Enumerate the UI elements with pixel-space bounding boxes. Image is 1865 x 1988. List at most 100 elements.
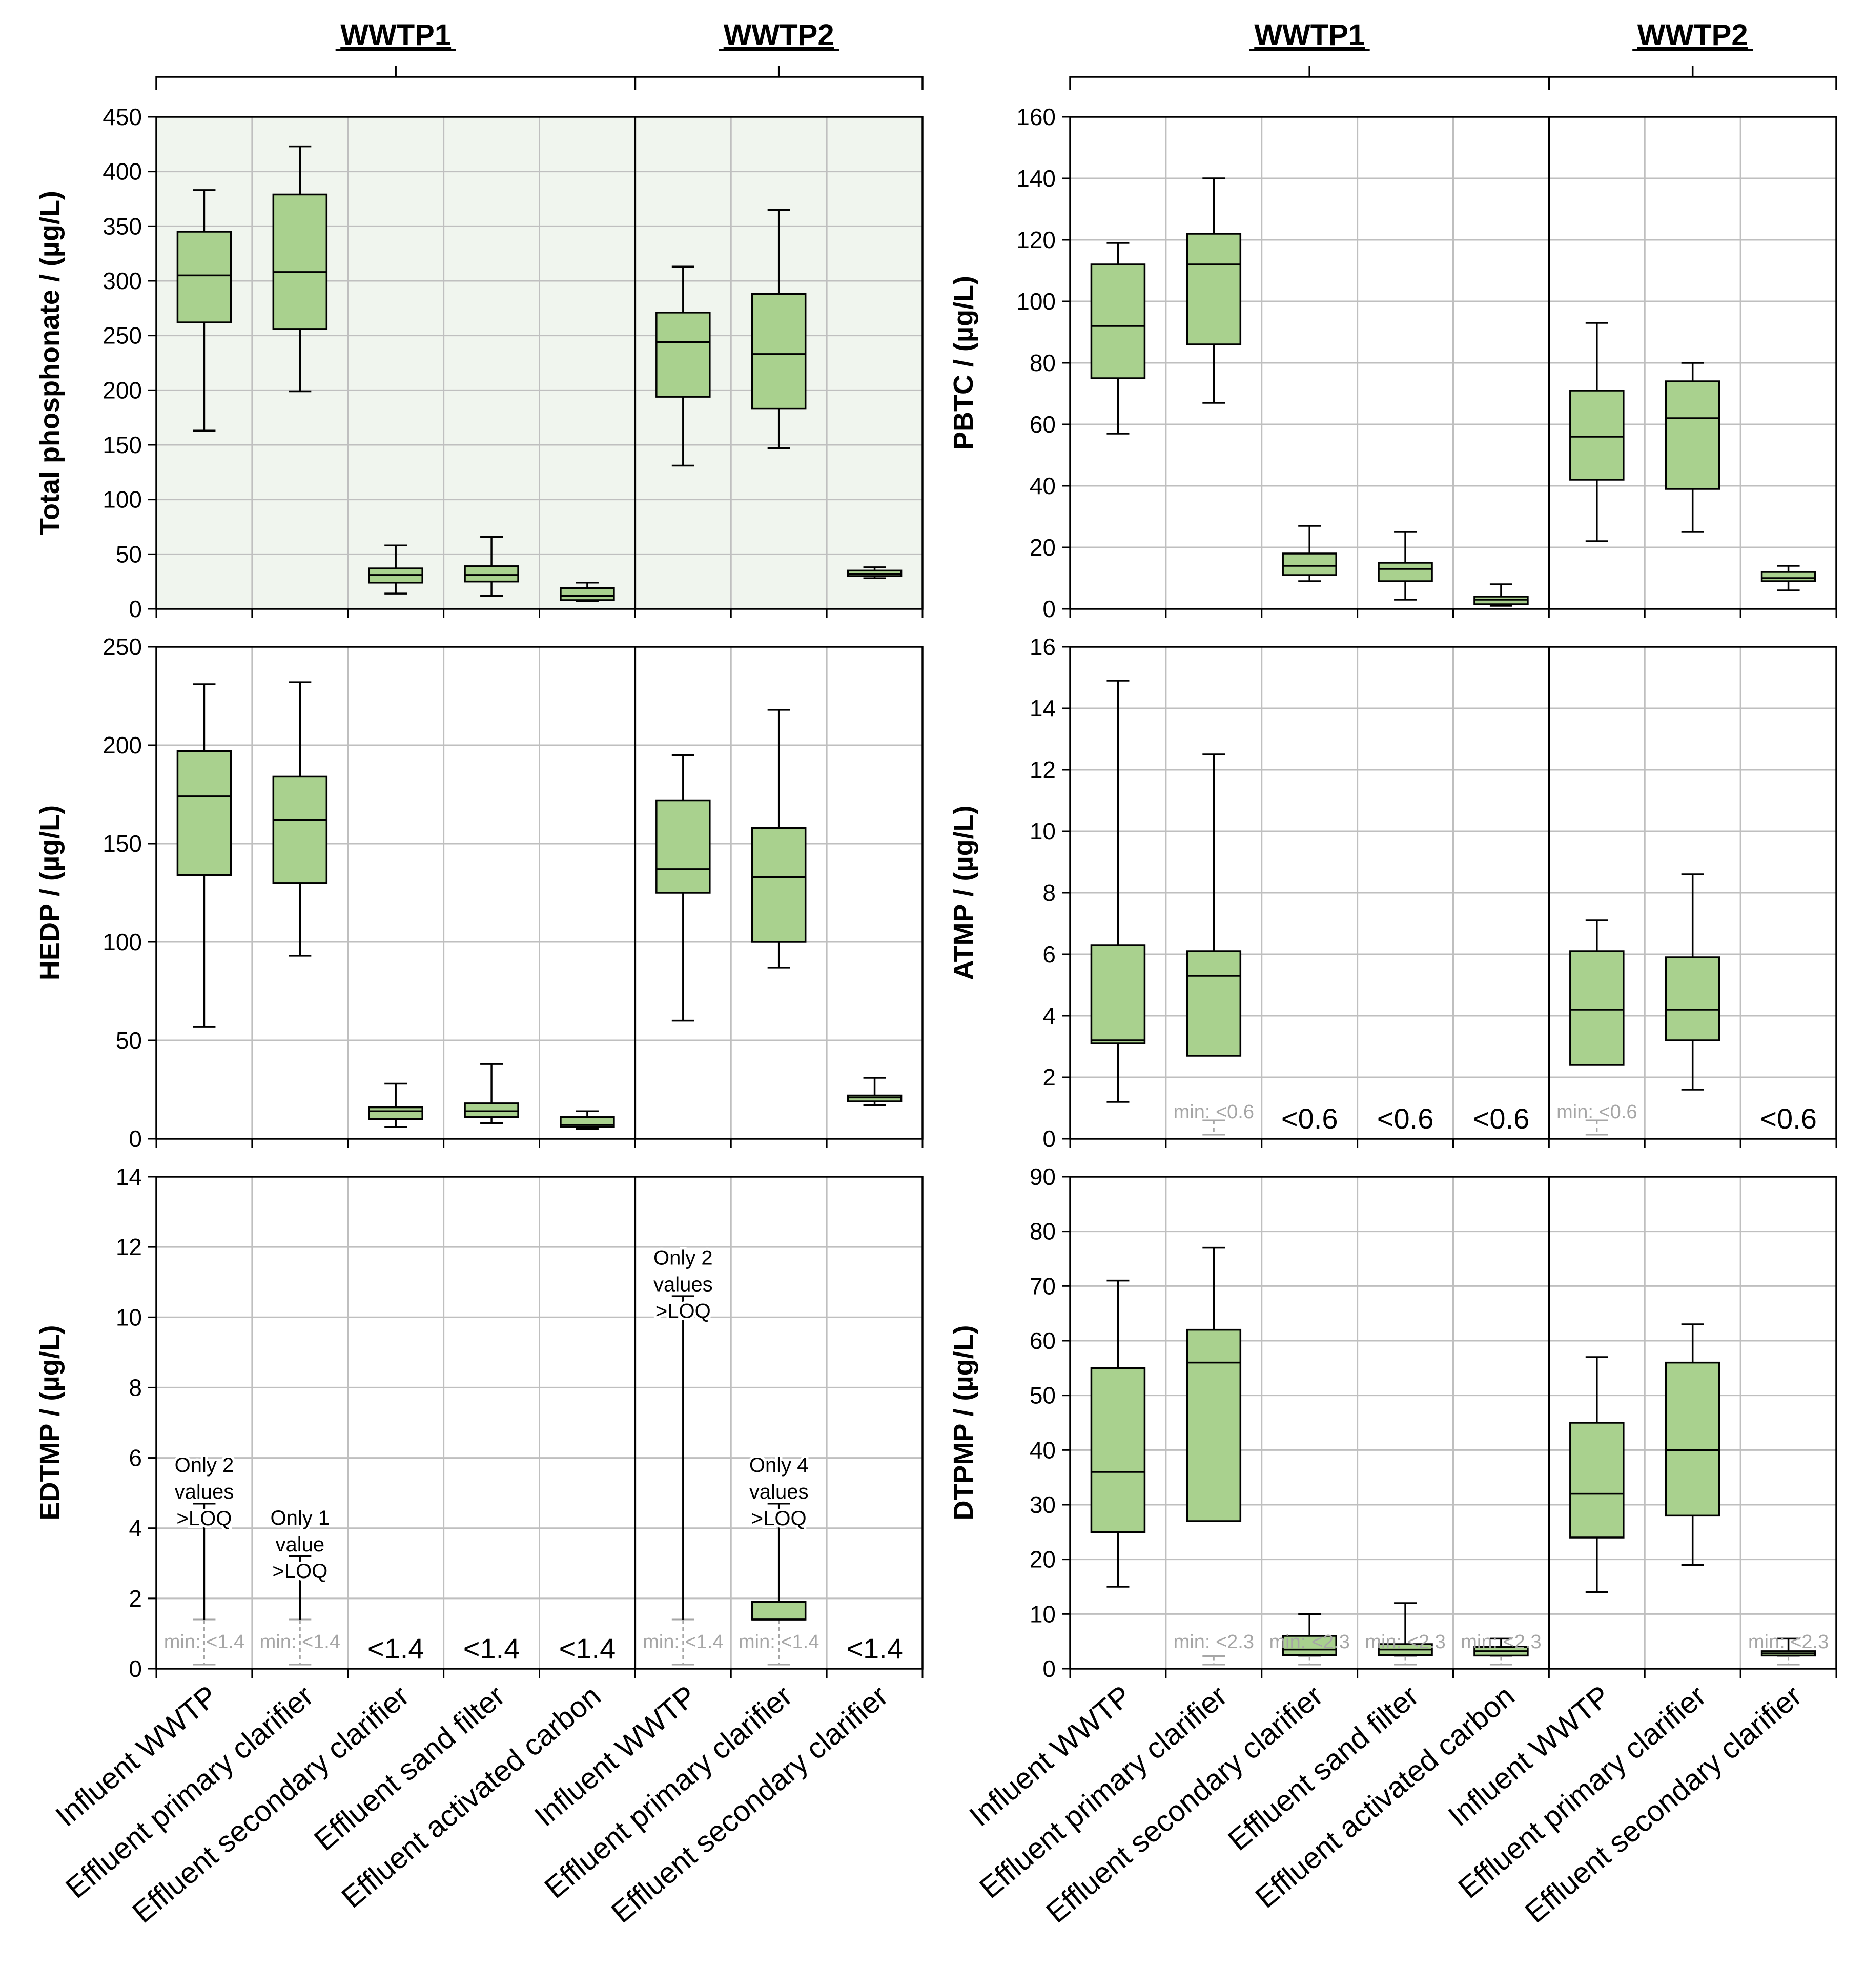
loq-note-line: Only 4 <box>749 1454 809 1477</box>
box-5 <box>655 754 711 1022</box>
box-0 <box>176 189 232 432</box>
y-tick-label: 50 <box>1030 1382 1056 1409</box>
box-iqr <box>847 1094 903 1102</box>
y-axis-label: Total phosphonate / (µg/L) <box>34 191 65 535</box>
below-loq-label: <1.4 <box>846 1632 903 1665</box>
y-tick-label: 10 <box>1030 1601 1056 1627</box>
box-iqr <box>1569 390 1625 481</box>
box-iqr <box>751 293 807 410</box>
bracket-line <box>1548 66 1837 90</box>
group-bracket: WWTP1 <box>155 18 637 90</box>
min-loq-label: min: <0.6 <box>1556 1101 1637 1123</box>
y-tick-label: 60 <box>1030 1327 1056 1354</box>
x-category-label: Influent WWTP <box>49 1679 224 1833</box>
y-tick-label: 250 <box>103 633 142 660</box>
min-loq-label: min: <2.3 <box>1461 1631 1541 1653</box>
box-3 <box>464 1063 519 1124</box>
box-1 <box>272 681 328 957</box>
box-6 <box>1665 362 1720 533</box>
y-tick-label: 90 <box>1030 1163 1056 1190</box>
box-iqr <box>751 1601 807 1621</box>
y-tick-label: 12 <box>1030 756 1056 783</box>
min-loq-label: min: <0.6 <box>1174 1101 1254 1123</box>
box-0 <box>1090 242 1146 435</box>
loq-note-line: values <box>653 1273 713 1296</box>
box-2 <box>368 544 423 595</box>
loq-note-line: Only 2 <box>653 1246 713 1269</box>
box-4 <box>560 1110 615 1130</box>
y-tick-label: 400 <box>103 158 142 185</box>
box-5 <box>671 1295 694 1666</box>
box-1 <box>1186 1246 1242 1666</box>
box-iqr <box>1569 950 1625 1066</box>
chart-total: 0 50 100 150 200 250 300 350 400 450 Total phospho… <box>34 104 924 622</box>
loq-note-line: Only 1 <box>271 1507 330 1529</box>
group-bracket: WWTP2 <box>1548 18 1837 90</box>
box-iqr <box>751 827 807 943</box>
group-header: WWTP2 <box>1637 18 1748 52</box>
y-tick-label: 20 <box>1030 534 1056 561</box>
y-tick-label: 4 <box>1042 1002 1056 1029</box>
box-iqr <box>464 1102 519 1118</box>
box-iqr <box>1090 944 1146 1044</box>
box-7 <box>847 566 903 580</box>
y-tick-label: 8 <box>1042 879 1056 906</box>
box-7 <box>1760 565 1816 591</box>
box-iqr <box>368 1106 423 1120</box>
y-tick-label: 10 <box>1030 818 1056 845</box>
chart-dtpmp: 0 10 20 30 40 50 60 70 80 90 DTPMP / (µg/L) min: <2… <box>948 1163 1837 1682</box>
box-iqr <box>655 799 711 894</box>
y-tick-label: 20 <box>1030 1546 1056 1573</box>
y-tick-label: 0 <box>1042 596 1056 622</box>
min-loq-label: min: <1.4 <box>164 1631 244 1653</box>
loq-note-line: >LOQ <box>655 1300 711 1322</box>
group-header: WWTP1 <box>1254 18 1365 52</box>
y-tick-label: 200 <box>103 732 142 759</box>
box-iqr <box>176 750 232 876</box>
box-iqr <box>1186 1328 1242 1522</box>
box-iqr <box>1186 233 1242 345</box>
y-tick-label: 120 <box>1016 227 1056 253</box>
box-5 <box>1569 322 1625 542</box>
y-tick-label: 200 <box>103 377 142 403</box>
y-tick-label: 140 <box>1016 165 1056 192</box>
y-tick-label: 150 <box>103 432 142 458</box>
y-tick-label: 50 <box>116 1027 142 1054</box>
box-2 <box>1282 525 1337 582</box>
box-6 <box>1665 873 1720 1091</box>
y-tick-label: 80 <box>1030 350 1056 376</box>
loq-note-line: value <box>276 1533 325 1556</box>
y-tick-label: 2 <box>1042 1064 1056 1091</box>
chart-hedp: 0 50 100 150 200 250 HEDP / (µg/L) <box>34 633 924 1152</box>
box-iqr <box>1090 1367 1146 1533</box>
y-tick-label: 450 <box>103 104 142 130</box>
box-5 <box>1569 919 1625 1136</box>
below-loq-label: <1.4 <box>559 1632 616 1665</box>
box-iqr <box>1378 562 1433 582</box>
y-tick-label: 100 <box>103 929 142 955</box>
box-iqr <box>1665 380 1720 490</box>
loq-note-line: >LOQ <box>272 1560 327 1583</box>
y-tick-label: 350 <box>103 213 142 239</box>
box-iqr <box>1665 1361 1720 1517</box>
y-tick-label: 50 <box>116 541 142 567</box>
box-3 <box>464 536 519 597</box>
x-category-label: Influent WWTP <box>528 1679 703 1833</box>
y-tick-label: 0 <box>129 596 142 622</box>
y-tick-label: 40 <box>1030 473 1056 499</box>
group-bracket: WWTP2 <box>634 18 924 90</box>
box-0 <box>176 683 232 1028</box>
min-loq-label: min: <2.3 <box>1174 1631 1254 1653</box>
box-4 <box>1473 1637 1529 1666</box>
bracket-line <box>1069 66 1550 90</box>
box-1 <box>289 1555 312 1666</box>
box-iqr <box>560 587 615 601</box>
min-loq-label: min: <1.4 <box>739 1631 819 1653</box>
y-tick-label: 12 <box>116 1234 142 1260</box>
below-loq-label: <0.6 <box>1760 1102 1817 1135</box>
y-tick-label: 80 <box>1030 1218 1056 1245</box>
y-tick-label: 0 <box>129 1125 142 1152</box>
y-tick-label: 150 <box>103 830 142 857</box>
y-tick-label: 250 <box>103 322 142 349</box>
